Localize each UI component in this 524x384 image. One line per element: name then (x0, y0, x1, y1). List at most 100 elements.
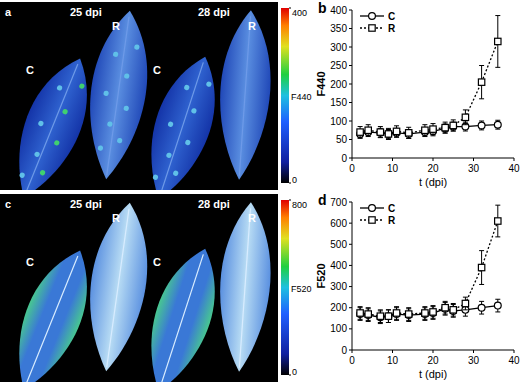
leaf-spot (167, 121, 174, 128)
x-tick (514, 158, 515, 161)
leaf-spot (56, 85, 63, 92)
leaf-label: C (26, 256, 34, 268)
error-bar-cap (451, 130, 456, 131)
plot-area (357, 16, 501, 140)
data-point (462, 300, 468, 306)
annotation: 28 dpi (198, 6, 230, 18)
data-point (442, 124, 448, 130)
leaf-blade (133, 48, 231, 190)
leaf-spot (185, 139, 192, 146)
error-bar-cap (495, 311, 500, 312)
colorbar-tick (289, 183, 291, 184)
y-tick (349, 139, 352, 140)
x-tick (392, 350, 393, 353)
y-tick (349, 65, 352, 66)
data-point (393, 128, 399, 134)
error-bar-cap (406, 138, 411, 139)
leaf-blade (0, 48, 105, 190)
y-tick (349, 328, 352, 329)
leaf-label: C (153, 64, 161, 76)
data-point (430, 126, 436, 132)
legend-marker (369, 217, 375, 223)
panel-label: a (5, 6, 12, 18)
error-bar-cap (495, 120, 500, 121)
colorbar-tick-label: 400 (292, 8, 307, 18)
error-bar-cap (463, 297, 468, 298)
error-bar-cap (422, 124, 427, 125)
error-bar-cap (431, 135, 436, 136)
error-bar-cap (463, 130, 468, 131)
data-point (478, 122, 485, 129)
legend-label: C (388, 11, 395, 22)
error-bar-cap (479, 301, 484, 302)
data-point (405, 312, 412, 319)
error-bar-cap (443, 133, 448, 134)
error-bar-cap (479, 314, 484, 315)
error-bar-cap (366, 307, 371, 308)
y-tick-label: 300 (330, 281, 347, 292)
data-point (495, 38, 501, 44)
x-tick-label: 10 (387, 163, 399, 174)
annotation: 28 dpi (198, 198, 230, 210)
image-panel: 25 dpi28 dpiCRCRa0400F440 (0, 2, 312, 208)
error-bar (386, 130, 391, 139)
error-bar-cap (406, 320, 411, 321)
x-tick (473, 350, 474, 353)
error-bar-cap (366, 124, 371, 125)
panel-label: c (5, 198, 11, 210)
x-tick (433, 158, 434, 161)
error-bar-cap (394, 136, 399, 137)
y-tick-label: 700 (330, 197, 347, 208)
error-bar (406, 308, 411, 321)
error-bar-cap (378, 137, 383, 138)
error-bar (386, 128, 391, 139)
leaf (214, 200, 276, 373)
data-point (393, 311, 400, 318)
line-chart: d0100200300400500600700010203040t (dpi)F… (315, 192, 520, 380)
data-point (377, 314, 384, 321)
colorbar-tick-label: 0 (292, 367, 297, 377)
y-tick (349, 202, 352, 203)
leaf-blade (79, 199, 157, 375)
leaf-spot (37, 120, 44, 127)
error-bar (495, 16, 500, 68)
leaf-label: R (112, 20, 120, 32)
leaf-label: R (248, 20, 256, 32)
legend: CR (360, 203, 396, 226)
error-bar (358, 307, 363, 320)
error-bar-cap (358, 126, 363, 127)
data-point (442, 125, 449, 132)
leaf-spot (107, 121, 113, 127)
y-tick-label: 200 (330, 79, 347, 90)
leaf-spot (123, 105, 129, 111)
leaf (79, 199, 157, 375)
error-bar-cap (358, 319, 363, 320)
data-point (494, 121, 501, 128)
error-bar (451, 303, 456, 316)
leaves (0, 7, 276, 190)
error-bar (386, 310, 391, 323)
error-bar-cap (422, 319, 427, 320)
colorbar-label: F440 (291, 92, 312, 102)
y-tick-label: 300 (330, 42, 347, 53)
data-point (442, 305, 449, 312)
y-tick (349, 223, 352, 224)
error-bar-cap (406, 307, 411, 308)
y-tick (349, 102, 352, 103)
x-axis-label: t (dpi) (419, 176, 447, 188)
error-bar-cap (495, 205, 500, 206)
error-bar (394, 126, 399, 137)
line-chart: b050100150200250300350400010203040t (dpi… (315, 0, 520, 188)
error-bar-cap (366, 136, 371, 137)
data-point (442, 305, 448, 311)
data-point (385, 313, 392, 320)
error-bar-cap (443, 315, 448, 316)
data-point (422, 310, 428, 316)
leaf-vein (25, 64, 77, 190)
figure: 25 dpi28 dpiCRCRa0400F440b05010015020025… (0, 0, 524, 384)
error-bar (358, 127, 363, 138)
error-bar-cap (463, 109, 468, 110)
error-bar-cap (431, 305, 436, 306)
leaf-spot (124, 73, 130, 79)
x-tick-label: 40 (508, 355, 520, 366)
